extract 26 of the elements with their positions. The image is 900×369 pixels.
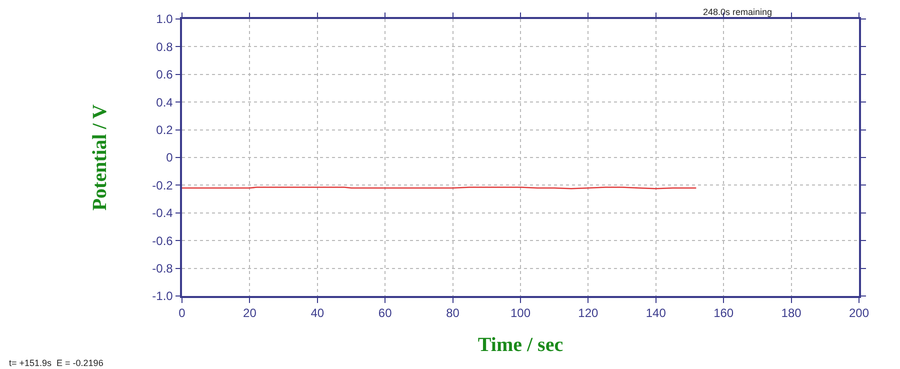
y-tick-label: 0.8: [156, 40, 174, 54]
x-tick-label: 200: [848, 306, 870, 320]
y-tick-label: 0.4: [156, 95, 174, 110]
x-tick-label: 60: [378, 306, 392, 320]
y-tick-label: 1.0: [156, 12, 174, 26]
x-tick-label: 180: [781, 306, 802, 320]
x-tick-label: 140: [646, 306, 666, 320]
y-tick-label: 0: [166, 150, 174, 165]
x-tick-label: 20: [243, 306, 257, 320]
text: t= +151.9s E = -0.2196: [9, 358, 104, 368]
y-tick-label: -0.4: [152, 206, 174, 220]
x-tick-label: 0: [178, 306, 186, 320]
x-axis-title: Time / sec: [478, 334, 564, 356]
x-tick-label: 40: [310, 306, 324, 320]
x-tick-label: 120: [578, 306, 599, 320]
y-tick-label: 0.2: [156, 123, 174, 137]
x-tick-label: 160: [714, 306, 734, 320]
x-tick-label: 100: [510, 306, 531, 320]
x-tick-label: 80: [446, 306, 460, 320]
y-axis-title: Potential / V: [89, 104, 112, 211]
text: 248.0s remaining: [703, 7, 772, 17]
y-tick-label: -0.2: [152, 178, 174, 192]
y-tick-label: -0.8: [152, 262, 174, 276]
y-tick-label: 0.6: [156, 68, 174, 82]
y-tick-label: -0.6: [152, 234, 174, 248]
y-tick-label: -1.0: [152, 289, 174, 304]
